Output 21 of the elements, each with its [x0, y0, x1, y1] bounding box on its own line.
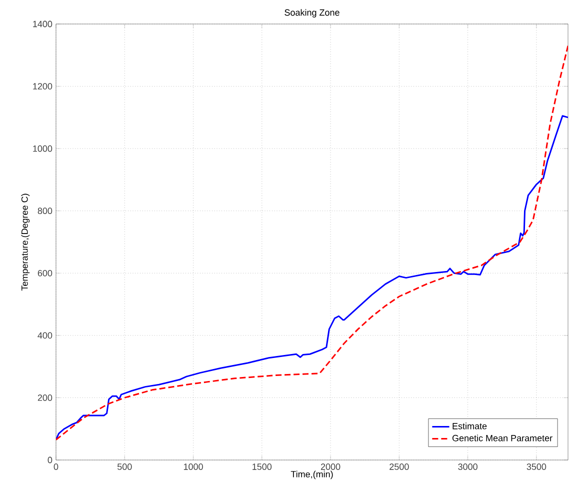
y-tick-label: 600	[38, 270, 52, 276]
x-tick-label: 2000	[320, 464, 340, 470]
y-tick-label: 1200	[33, 83, 52, 90]
y-tick-label: 0	[48, 456, 52, 464]
x-tick-label: 500	[117, 464, 132, 470]
x-tick-label: 0	[54, 464, 58, 470]
x-tick-label: 2500	[390, 464, 409, 470]
legend-label: Genetic Mean Parameter	[452, 434, 552, 442]
x-tick-label: 3500	[526, 464, 546, 470]
y-tick-label: 1000	[33, 145, 52, 152]
y-tick-label: 400	[38, 332, 52, 339]
chart-title: Soaking Zone	[284, 9, 340, 18]
y-tick-label: 800	[38, 208, 52, 214]
y-tick-label: 200	[38, 394, 52, 401]
y-tick-label: 1400	[33, 20, 52, 28]
x-tick-label: 1000	[184, 464, 203, 470]
legend-label: Estimate	[452, 422, 487, 430]
x-tick-label: 1500	[252, 464, 272, 470]
x-axis-title: Time,(min)	[290, 470, 333, 480]
x-tick-label: 3000	[458, 464, 478, 470]
y-axis-title: Temperature,(Degree C)	[21, 194, 30, 291]
